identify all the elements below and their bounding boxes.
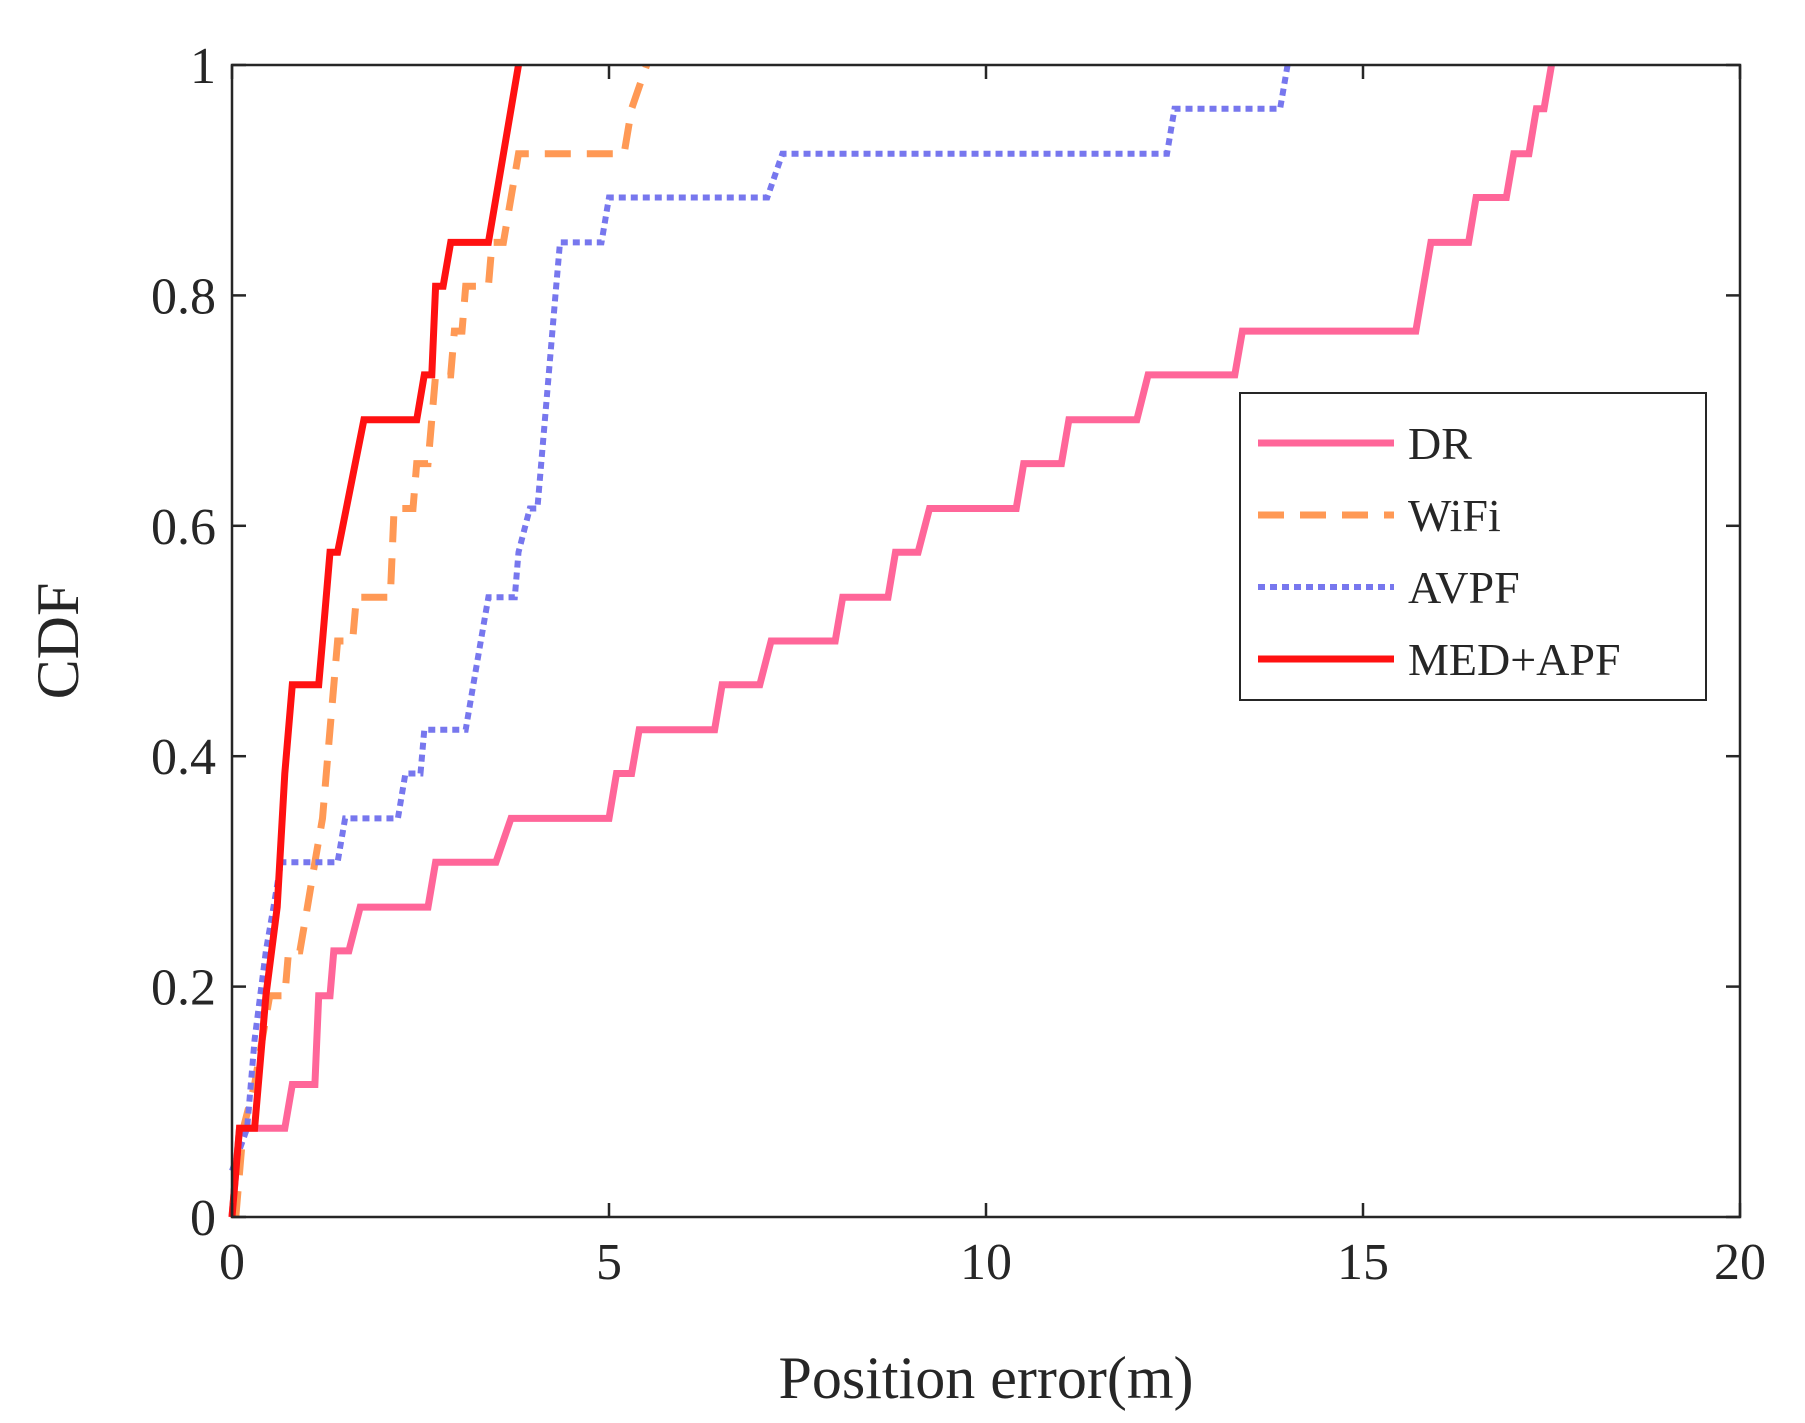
x-axis-title: Position error(m)	[779, 1345, 1194, 1411]
y-axis-title: CDF	[25, 583, 91, 700]
series-layer	[228, 63, 1555, 1218]
legend-label: DR	[1408, 418, 1472, 469]
x-tick-label: 20	[1714, 1234, 1766, 1291]
series-line-dr	[228, 64, 1555, 1218]
series-line-med-apf	[228, 64, 522, 1218]
x-tick-label: 0	[219, 1234, 245, 1291]
y-tick-label: 0.2	[151, 960, 216, 1017]
y-tick-label: 0.6	[151, 499, 216, 556]
series-line-avpf	[229, 64, 1291, 1172]
y-tick-label: 0.4	[151, 729, 216, 786]
x-tick-label: 5	[596, 1234, 622, 1291]
legend-label: AVPF	[1408, 562, 1520, 613]
y-tick-label: 1	[190, 38, 216, 95]
y-axis: 0 0.2 0.4 0.6 0.8 1	[151, 38, 1740, 1247]
y-tick-label: 0	[190, 1190, 216, 1247]
x-tick-label: 15	[1337, 1234, 1389, 1291]
series-line-wifi	[232, 63, 651, 1218]
x-axis: 0 5 10 15 20	[219, 65, 1766, 1291]
legend: DR WiFi AVPF MED+APF	[1239, 392, 1707, 701]
x-tick-label: 10	[960, 1234, 1012, 1291]
y-tick-label: 0.8	[151, 268, 216, 325]
legend-label: WiFi	[1408, 490, 1501, 541]
legend-label: MED+APF	[1408, 634, 1621, 685]
